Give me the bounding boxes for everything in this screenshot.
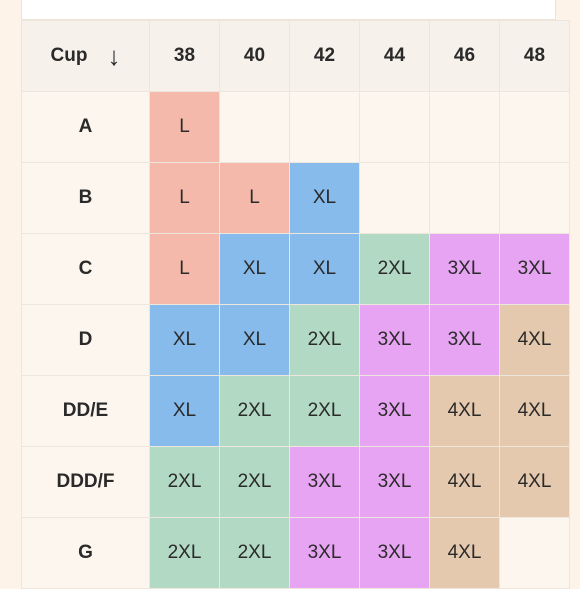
size-cell: 2XL [149, 517, 220, 589]
size-cell: 2XL [219, 375, 290, 447]
size-cell: 2XL [219, 446, 290, 518]
size-cell: XL [289, 233, 360, 305]
size-cell [499, 517, 570, 589]
table-row: B L L XL [21, 162, 570, 234]
cup-label: G [21, 517, 150, 589]
band-header-42: 42 [289, 20, 360, 92]
size-cell: 3XL [429, 233, 500, 305]
size-cell [359, 91, 430, 163]
size-cell: 2XL [359, 233, 430, 305]
size-cell [219, 91, 290, 163]
size-cell: 4XL [499, 375, 570, 447]
cup-column-header[interactable]: Cup ↓ [21, 20, 150, 92]
band-header-40: 40 [219, 20, 290, 92]
size-cell: L [149, 233, 220, 305]
size-chart-table: Cup ↓ 38 40 42 44 46 48 A L B L L XL [21, 20, 570, 589]
size-cell: 3XL [429, 304, 500, 376]
size-cell [289, 91, 360, 163]
size-cell: L [219, 162, 290, 234]
size-cell [429, 91, 500, 163]
size-cell: 3XL [359, 304, 430, 376]
band-header-48: 48 [499, 20, 570, 92]
table-row: D XL XL 2XL 3XL 3XL 4XL [21, 304, 570, 376]
header-row: Cup ↓ 38 40 42 44 46 48 [21, 20, 570, 92]
size-cell: 3XL [289, 517, 360, 589]
size-cell: 2XL [219, 517, 290, 589]
size-cell: 2XL [149, 446, 220, 518]
size-cell: XL [149, 304, 220, 376]
size-cell: 3XL [499, 233, 570, 305]
table-row: A L [21, 91, 570, 163]
cup-label: DD/E [21, 375, 150, 447]
arrow-down-icon[interactable]: ↓ [107, 40, 121, 71]
size-cell: 2XL [289, 375, 360, 447]
size-cell: 3XL [359, 375, 430, 447]
size-cell: 4XL [499, 446, 570, 518]
cup-header-label: Cup [50, 45, 88, 66]
size-cell: 4XL [429, 446, 500, 518]
size-cell: L [149, 91, 220, 163]
table-row: C L XL XL 2XL 3XL 3XL [21, 233, 570, 305]
size-cell: XL [289, 162, 360, 234]
size-cell: XL [149, 375, 220, 447]
cup-label: DDD/F [21, 446, 150, 518]
size-cell: 4XL [429, 375, 500, 447]
band-header-44: 44 [359, 20, 430, 92]
cup-label: D [21, 304, 150, 376]
size-cell: XL [219, 304, 290, 376]
cup-label: A [21, 91, 150, 163]
band-header-46: 46 [429, 20, 500, 92]
table-row: DD/E XL 2XL 2XL 3XL 4XL 4XL [21, 375, 570, 447]
size-cell [499, 162, 570, 234]
cup-label: B [21, 162, 150, 234]
size-cell [499, 91, 570, 163]
size-cell [359, 162, 430, 234]
size-cell: L [149, 162, 220, 234]
band-header-38: 38 [149, 20, 220, 92]
cup-label: C [21, 233, 150, 305]
size-cell: 4XL [499, 304, 570, 376]
table-top-strip [21, 0, 556, 20]
size-cell: 4XL [429, 517, 500, 589]
table-row: DDD/F 2XL 2XL 3XL 3XL 4XL 4XL [21, 446, 570, 518]
size-cell: 2XL [289, 304, 360, 376]
size-cell: 3XL [289, 446, 360, 518]
table-row: G 2XL 2XL 3XL 3XL 4XL [21, 517, 570, 589]
size-cell: XL [219, 233, 290, 305]
size-cell: 3XL [359, 517, 430, 589]
size-cell [429, 162, 500, 234]
size-cell: 3XL [359, 446, 430, 518]
